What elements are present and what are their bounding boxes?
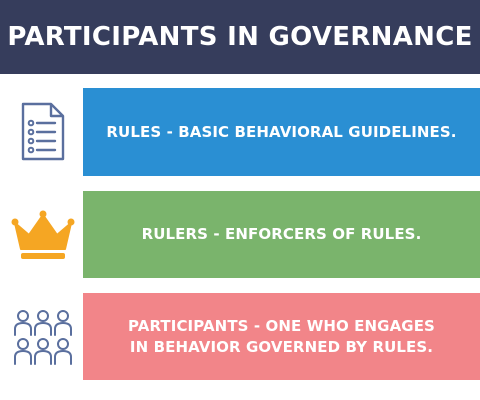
participants-box: PARTICIPANTS - ONE WHO ENGAGES IN BEHAVI…	[83, 293, 480, 380]
participants-text: PARTICIPANTS - ONE WHO ENGAGES IN BEHAVI…	[128, 316, 435, 356]
rules-box: RULES - BASIC BEHAVIORAL GUIDELINES.	[83, 88, 480, 176]
rules-text: RULES - BASIC BEHAVIORAL GUIDELINES.	[106, 122, 457, 141]
rulers-box: RULERS - ENFORCERS OF RULES.	[83, 191, 480, 278]
crown-icon	[10, 202, 76, 268]
document-list-icon	[10, 99, 76, 165]
people-group-icon	[10, 304, 76, 370]
header-banner: PARTICIPANTS IN GOVERNANCE	[0, 0, 480, 74]
rulers-text: RULERS - ENFORCERS OF RULES.	[141, 225, 422, 243]
page-title: PARTICIPANTS IN GOVERNANCE	[7, 22, 473, 52]
